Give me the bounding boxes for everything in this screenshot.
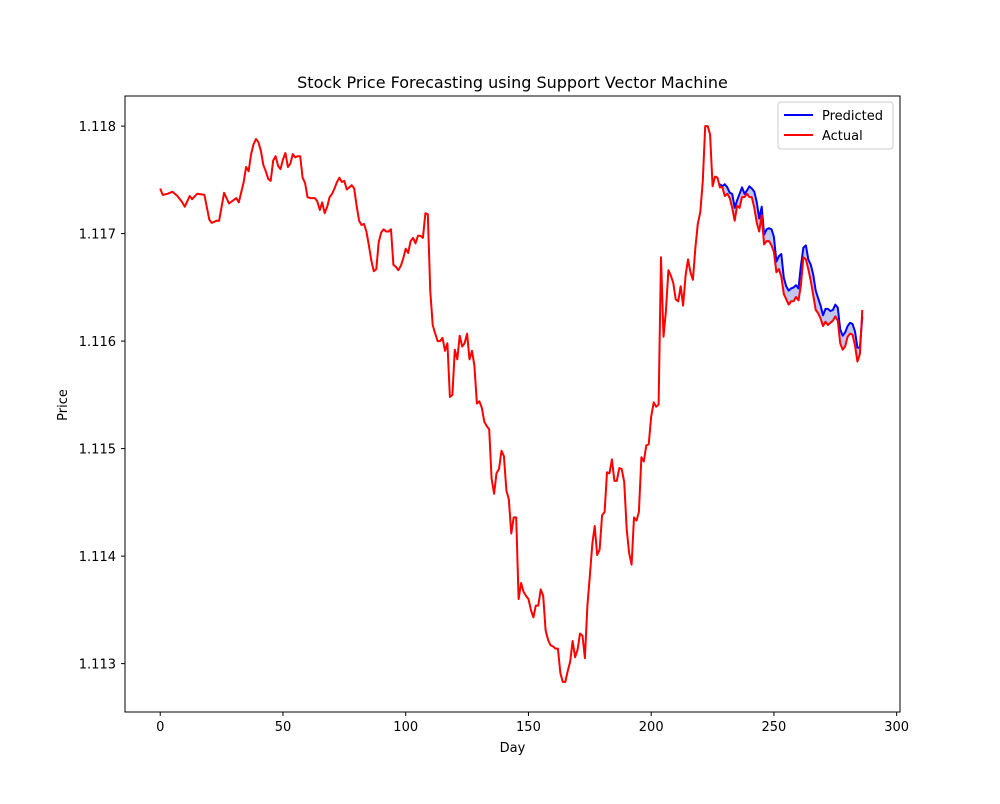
x-tick-label: 50 xyxy=(275,720,292,735)
x-tick-label: 200 xyxy=(639,720,664,735)
x-tick-label: 300 xyxy=(884,720,909,735)
x-tick-label: 0 xyxy=(156,720,164,735)
y-tick-label: 1.114 xyxy=(79,550,116,565)
predicted-series-line xyxy=(719,183,864,349)
prediction-band xyxy=(719,184,863,362)
axis-ticks: 0 50 100 150 200 250 300 1.113 1.114 1.115 1.116 1.… xyxy=(79,120,909,735)
chart-title: Stock Price Forecasting using Support Ve… xyxy=(297,73,728,92)
legend: Predicted Actual xyxy=(777,101,894,150)
legend-predicted-label: Predicted xyxy=(822,109,883,124)
x-tick-label: 150 xyxy=(516,720,541,735)
prediction-error-band xyxy=(719,184,863,362)
y-axis-label: Price xyxy=(56,389,71,421)
legend-box xyxy=(777,101,894,150)
series-lines xyxy=(159,125,864,683)
x-axis-label: Day xyxy=(500,741,526,756)
y-tick-label: 1.113 xyxy=(79,658,116,673)
legend-actual-label: Actual xyxy=(822,129,863,144)
actual-series-line xyxy=(159,125,864,683)
y-tick-label: 1.116 xyxy=(79,335,116,350)
y-tick-label: 1.115 xyxy=(79,443,116,458)
plot-frame xyxy=(124,95,901,713)
y-tick-label: 1.118 xyxy=(79,120,116,135)
x-tick-label: 100 xyxy=(393,720,418,735)
y-tick-label: 1.117 xyxy=(79,228,116,243)
x-tick-label: 250 xyxy=(762,720,787,735)
